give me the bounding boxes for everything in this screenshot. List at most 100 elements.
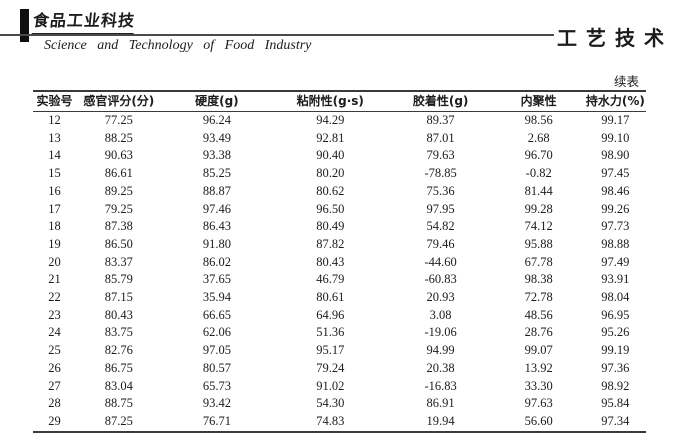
value-cell: 95.26 <box>601 325 630 340</box>
value-cell: 96.70 <box>524 148 553 163</box>
value-cell: 82.76 <box>104 343 133 358</box>
value-cell: 83.75 <box>104 325 133 340</box>
value-cell: 81.44 <box>524 183 553 198</box>
value-cell: 97.45 <box>601 166 630 181</box>
value-cell: 97.95 <box>426 201 455 216</box>
value-cell: 54.82 <box>426 219 455 234</box>
experiment-number-cell: 27 <box>48 378 61 393</box>
table-row: 13 88.25 93.49 92.81 87.01 2.68 99.10 <box>33 130 646 148</box>
value-cell: 86.43 <box>202 219 231 234</box>
column-header: 实验号 <box>36 94 73 108</box>
table-header: 实验号 感官评分(分) 硬度(g) 粘附性(g·s) 胶着性(g) 内聚性 持水力(%) <box>33 91 646 112</box>
value-cell: 93.91 <box>601 272 630 287</box>
value-cell: 67.78 <box>524 254 553 269</box>
value-cell: 48.56 <box>524 307 553 322</box>
value-cell: 96.50 <box>316 201 345 216</box>
table-row: 17 79.25 97.46 96.50 97.95 99.28 99.26 <box>33 201 646 219</box>
results-table: 实验号 感官评分(分) 硬度(g) 粘附性(g·s) 胶着性(g) 内聚性 持水力(%) 1… <box>33 90 646 433</box>
value-cell: 88.25 <box>104 130 133 145</box>
value-cell: 80.57 <box>202 360 231 375</box>
table-row: 23 80.43 66.65 64.96 3.08 48.56 96.95 <box>33 307 646 325</box>
table-row: 20 83.37 86.02 80.43 -44.60 67.78 97.49 <box>33 254 646 272</box>
value-cell: 99.10 <box>601 130 630 145</box>
value-cell: 96.24 <box>202 113 231 127</box>
table-row: 12 77.25 96.24 94.29 89.37 98.56 99.17 <box>33 112 646 130</box>
value-cell: 94.99 <box>426 343 455 358</box>
experiment-number-cell: 26 <box>48 360 61 375</box>
experiment-number-cell: 15 <box>48 166 61 181</box>
value-cell: 97.49 <box>601 254 630 269</box>
value-cell: 28.76 <box>524 325 553 340</box>
table-row: 28 88.75 93.42 54.30 86.91 97.63 95.84 <box>33 395 646 413</box>
value-cell: 93.38 <box>202 148 231 163</box>
experiment-number-cell: 23 <box>48 307 61 322</box>
value-cell: 98.92 <box>601 378 630 393</box>
table-row: 27 83.04 65.73 91.02 -16.83 33.30 98.92 <box>33 378 646 396</box>
value-cell: 88.75 <box>104 396 133 411</box>
value-cell: 64.96 <box>316 307 345 322</box>
value-cell: 80.20 <box>316 166 345 181</box>
value-cell: 86.91 <box>426 396 455 411</box>
experiment-number-cell: 22 <box>48 290 61 305</box>
value-cell: 86.75 <box>104 360 133 375</box>
experiment-number-cell: 29 <box>48 413 61 428</box>
value-cell: 87.82 <box>316 236 345 251</box>
value-cell: 13.92 <box>524 360 553 375</box>
value-cell: 98.56 <box>524 113 553 127</box>
table-row: 18 87.38 86.43 80.49 54.82 74.12 97.73 <box>33 218 646 236</box>
value-cell: 54.30 <box>316 396 345 411</box>
value-cell: 80.61 <box>316 290 345 305</box>
value-cell: -16.83 <box>424 378 457 393</box>
value-cell: 79.46 <box>426 236 455 251</box>
value-cell: -0.82 <box>525 166 552 181</box>
value-cell: -60.83 <box>424 272 457 287</box>
value-cell: 99.17 <box>601 113 630 127</box>
value-cell: -19.06 <box>424 325 457 340</box>
value-cell: 88.87 <box>202 183 231 198</box>
value-cell: 91.80 <box>202 236 231 251</box>
value-cell: 72.78 <box>524 290 553 305</box>
value-cell: 87.01 <box>426 130 455 145</box>
value-cell: 93.42 <box>202 396 231 411</box>
table-continued-label: 续表 <box>614 74 640 89</box>
value-cell: 79.63 <box>426 148 455 163</box>
value-cell: 97.34 <box>601 413 630 428</box>
value-cell: 74.12 <box>524 219 553 234</box>
value-cell: 94.29 <box>316 113 345 127</box>
value-cell: 87.25 <box>104 413 133 428</box>
experiment-number-cell: 13 <box>48 130 61 145</box>
value-cell: 83.04 <box>104 378 133 393</box>
value-cell: 97.63 <box>524 396 553 411</box>
journal-logo: 食品工业科技 <box>31 7 137 35</box>
value-cell: 2.68 <box>527 130 550 145</box>
value-cell: 83.37 <box>104 254 133 269</box>
table-row: 16 89.25 88.87 80.62 75.36 81.44 98.46 <box>33 183 646 201</box>
column-header: 感官评分(分) <box>83 94 155 108</box>
experiment-number-cell: 16 <box>48 183 61 198</box>
value-cell: 77.25 <box>104 113 133 127</box>
experiment-number-cell: 12 <box>48 113 61 127</box>
value-cell: 51.36 <box>316 325 345 340</box>
value-cell: 99.28 <box>524 201 553 216</box>
value-cell: 33.30 <box>524 378 553 393</box>
value-cell: 92.81 <box>316 130 345 145</box>
experiment-number-cell: 18 <box>48 219 61 234</box>
value-cell: 97.05 <box>202 343 231 358</box>
value-cell: 95.88 <box>524 236 553 251</box>
value-cell: 87.15 <box>104 290 133 305</box>
value-cell: 80.43 <box>316 254 345 269</box>
column-header: 内聚性 <box>520 94 557 108</box>
value-cell: 93.49 <box>202 130 231 145</box>
value-cell: 19.94 <box>426 413 455 428</box>
value-cell: 89.37 <box>426 113 455 127</box>
value-cell: 62.06 <box>202 325 231 340</box>
value-cell: 99.19 <box>601 343 630 358</box>
value-cell: 91.02 <box>316 378 345 393</box>
value-cell: 87.38 <box>104 219 133 234</box>
column-header: 持水力(%) <box>585 94 645 108</box>
value-cell: 98.04 <box>601 290 630 305</box>
value-cell: 35.94 <box>202 290 231 305</box>
experiment-number-cell: 14 <box>48 148 61 163</box>
experiment-number-cell: 21 <box>48 272 61 287</box>
